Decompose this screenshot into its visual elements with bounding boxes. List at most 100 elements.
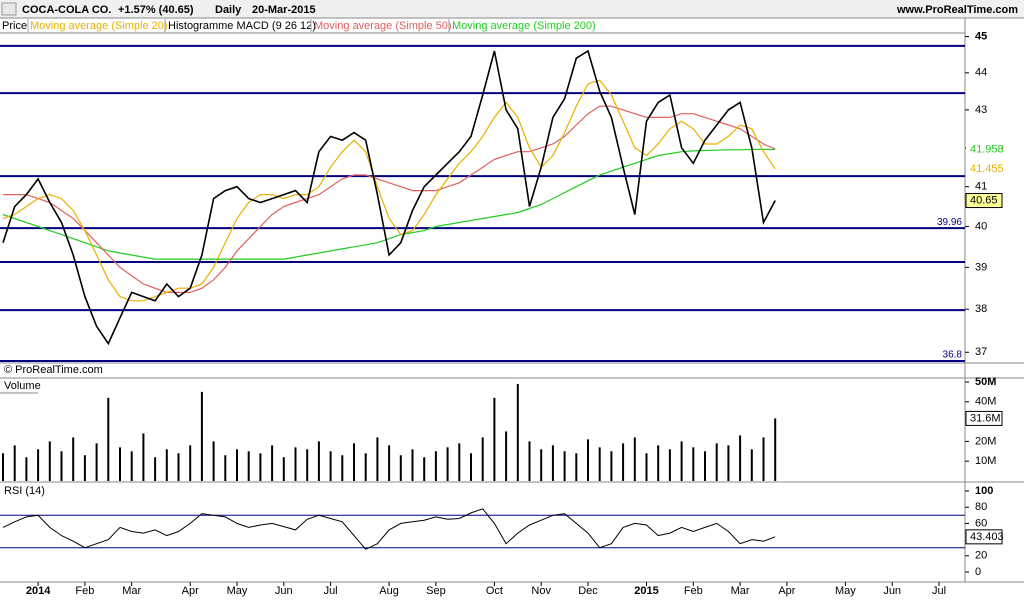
y-tick-label: 45 [975, 30, 987, 42]
icon [1, 2, 17, 16]
volume-bar [306, 449, 309, 481]
volume-bar [645, 453, 648, 481]
x-tick-label: Jun [275, 585, 293, 597]
y-tick-label: 39 [975, 261, 987, 273]
volume-bar [259, 453, 262, 481]
volume-bar [704, 451, 706, 481]
x-tick-label: May [835, 585, 856, 597]
legend-entry: Moving average (Simple 20) [30, 20, 168, 32]
volume-bar [516, 383, 519, 481]
x-tick-label: Nov [531, 585, 551, 597]
y-tick-label: 0 [975, 566, 981, 578]
volume-bar [37, 449, 40, 481]
x-tick-label: 2014 [26, 585, 51, 597]
y-tick-label: 60 [975, 517, 987, 529]
panel-title: Volume [4, 380, 41, 392]
title-bar [0, 0, 1024, 18]
last-value-label: 41.958 [970, 143, 1004, 155]
x-tick-label: Apr [182, 585, 199, 597]
x-tick-label: May [227, 585, 248, 597]
volume-bar [446, 447, 449, 481]
volume-bar [60, 451, 63, 481]
volume-bar [142, 433, 145, 481]
volume-bar [540, 449, 543, 481]
volume-bar [165, 449, 168, 481]
y-tick-label: 44 [975, 67, 987, 79]
x-tick-label: Jul [324, 585, 338, 597]
volume-bar [575, 453, 578, 481]
volume-bar [622, 443, 625, 481]
volume-bar [774, 418, 777, 481]
volume-bar [200, 391, 203, 481]
y-tick-label: 40M [975, 396, 996, 408]
last-value-label: 41.455 [970, 163, 1004, 175]
y-tick-label: 20 [975, 550, 987, 562]
volume-bar [154, 457, 157, 481]
date: 20-Mar-2015 [252, 4, 316, 16]
volume-bar [353, 443, 355, 481]
volume-bar [236, 449, 238, 481]
volume-bar [329, 451, 332, 481]
volume-bar [341, 455, 344, 481]
title: COCA-COLA CO. [22, 4, 111, 16]
y-tick-label: 10M [975, 455, 996, 467]
copyright: © ProRealTime.com [4, 364, 103, 376]
volume-bar [282, 457, 285, 481]
site: www.ProRealTime.com [896, 4, 1018, 16]
volume-bar [563, 451, 566, 481]
volume-bar [633, 437, 636, 481]
last-value-label: 43.403 [970, 531, 1004, 543]
volume-bar [388, 445, 391, 481]
volume-bar [25, 457, 28, 481]
legend-entry: Moving average (Simple 50) [314, 20, 452, 32]
volume-bar [48, 441, 51, 481]
period: Daily [215, 4, 242, 16]
volume-bar [107, 397, 110, 481]
data-line [2, 508, 776, 550]
volume-bar [458, 443, 461, 481]
y-tick-label: 50M [975, 376, 996, 388]
last-value-box [965, 410, 1003, 426]
volume-bar [610, 451, 613, 481]
y-tick-label: 20M [975, 435, 996, 447]
volume-bar [505, 431, 508, 481]
volume-bar [376, 437, 379, 481]
data-line [3, 105, 776, 293]
last-value-box [965, 193, 1003, 209]
y-tick-label: 43 [975, 104, 987, 116]
volume-bar [83, 455, 86, 481]
y-tick-label: 41 [975, 181, 987, 193]
volume-bar [13, 445, 16, 481]
x-tick-label: Jun [883, 585, 901, 597]
y-tick-label: 40 [975, 220, 987, 232]
volume-bar [130, 451, 133, 481]
y-tick-label: 37 [975, 346, 987, 358]
last-value-label: 40.65 [970, 194, 998, 206]
last-value-box [966, 142, 1002, 157]
x-tick-label: Feb [75, 585, 94, 597]
panel-title: RSI (14) [4, 485, 45, 497]
volume-bar [2, 453, 4, 481]
x-tick-label: Dec [578, 585, 598, 597]
volume-bar [224, 455, 227, 481]
volume-bar [294, 447, 297, 481]
volume-bar [271, 445, 274, 481]
volume-bar [598, 447, 601, 481]
volume-bar [750, 449, 753, 481]
volume-bar [493, 397, 496, 481]
level-label: 36.8 [943, 350, 963, 361]
volume-bar [715, 443, 718, 481]
volume-bar [423, 457, 426, 481]
x-tick-label: Sep [426, 585, 446, 597]
last-value-label: 31.6M [970, 412, 1001, 424]
level-label: 39.96 [937, 217, 962, 228]
volume-bar [528, 441, 531, 481]
y-tick-label: 38 [975, 303, 987, 315]
volume-bar [762, 437, 765, 481]
legend-entry: Price [2, 20, 27, 32]
volume-bar [680, 441, 683, 481]
y-tick-label: 80 [975, 501, 987, 513]
volume-bar [657, 445, 660, 481]
